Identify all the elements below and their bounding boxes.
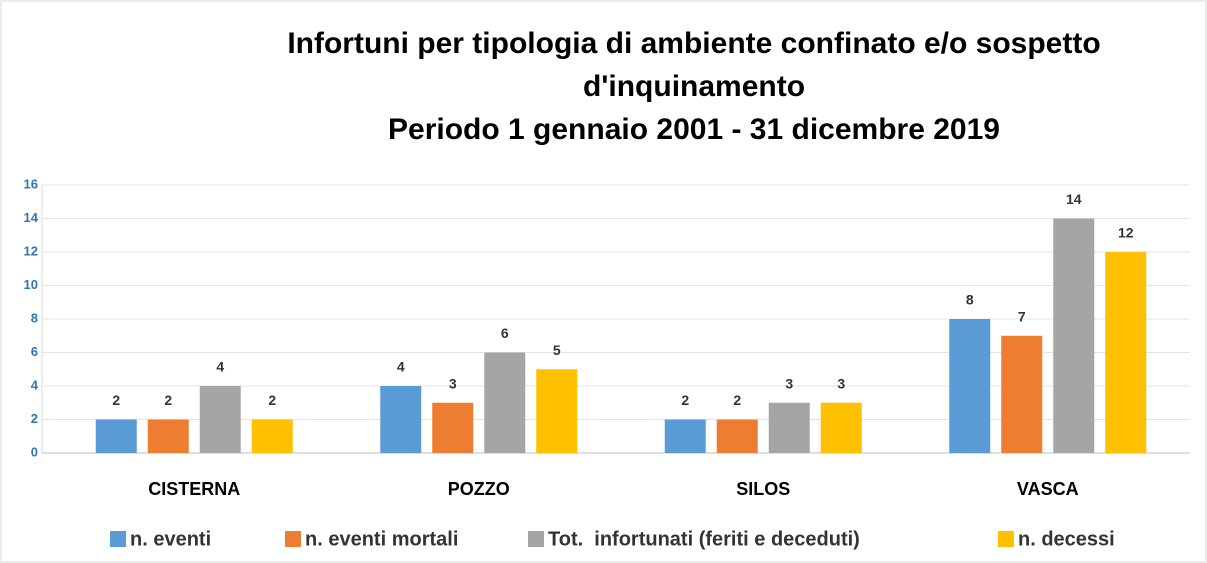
bar <box>1053 218 1095 453</box>
data-label: 6 <box>501 325 509 341</box>
chart-title: d'inquinamento <box>583 70 805 103</box>
bar <box>1001 335 1043 453</box>
bar <box>536 369 578 453</box>
x-tick-label: SILOS <box>736 479 790 499</box>
x-tick-label: POZZO <box>448 479 510 499</box>
data-label: 3 <box>837 375 845 391</box>
legend-label: n. decessi <box>1018 528 1115 550</box>
data-label: 4 <box>397 359 405 375</box>
legend-swatch <box>285 531 301 547</box>
y-tick-label: 16 <box>24 176 38 191</box>
bar <box>199 386 241 453</box>
bar <box>949 319 991 453</box>
y-tick-label: 2 <box>31 411 38 426</box>
bar <box>484 352 526 453</box>
data-label: 2 <box>733 392 741 408</box>
chart-subtitle: Periodo 1 gennaio 2001 - 31 dicembre 201… <box>388 113 1000 146</box>
y-tick-label: 14 <box>24 210 39 225</box>
bar <box>716 419 758 453</box>
y-tick-label: 6 <box>31 344 38 359</box>
data-label: 14 <box>1066 191 1082 207</box>
legend-label: n. eventi <box>130 528 211 550</box>
bar <box>251 419 293 453</box>
data-label: 2 <box>681 392 689 408</box>
data-label: 4 <box>216 359 224 375</box>
data-label: 12 <box>1118 225 1134 241</box>
data-label: 8 <box>966 292 974 308</box>
data-label: 3 <box>449 375 457 391</box>
data-label: 3 <box>785 375 793 391</box>
legend-swatch <box>110 531 126 547</box>
legend-label: Tot. infortunati (feriti e deceduti) <box>548 528 860 550</box>
bar <box>147 419 189 453</box>
y-tick-label: 12 <box>24 243 38 258</box>
y-tick-label: 4 <box>31 377 39 392</box>
legend-swatch <box>528 531 544 547</box>
data-label: 5 <box>553 342 561 358</box>
x-tick-label: VASCA <box>1017 479 1079 499</box>
bar <box>380 386 422 453</box>
x-tick-label: CISTERNA <box>148 479 240 499</box>
bar <box>1105 252 1147 453</box>
legend-label: n. eventi mortali <box>305 528 458 550</box>
chart-title: Infortuni per tipologia di ambiente conf… <box>287 27 1100 60</box>
y-tick-label: 0 <box>31 444 38 459</box>
bar <box>95 419 137 453</box>
bar <box>664 419 706 453</box>
bar <box>768 402 810 453</box>
y-tick-label: 10 <box>24 277 38 292</box>
y-tick-label: 8 <box>31 310 38 325</box>
bar <box>820 402 862 453</box>
data-label: 2 <box>164 392 172 408</box>
legend-swatch <box>998 531 1014 547</box>
data-label: 2 <box>268 392 276 408</box>
data-label: 7 <box>1018 308 1026 324</box>
bar <box>432 402 474 453</box>
data-label: 2 <box>112 392 120 408</box>
